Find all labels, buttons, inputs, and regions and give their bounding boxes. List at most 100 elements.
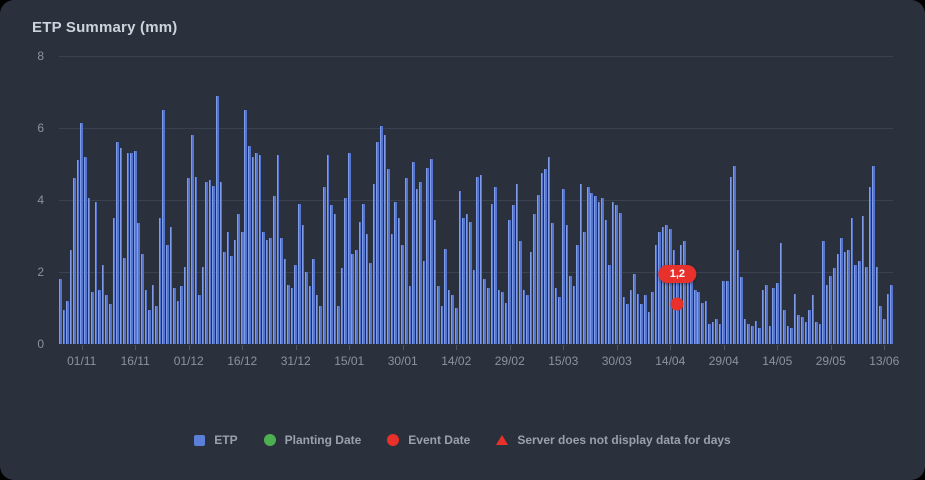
etp-bar[interactable]: [836, 254, 840, 344]
etp-bar[interactable]: [169, 227, 173, 344]
etp-bar[interactable]: [155, 306, 158, 344]
etp-bar[interactable]: [223, 252, 226, 344]
etp-bar[interactable]: [276, 155, 280, 344]
etp-bar[interactable]: [501, 291, 504, 344]
etp-bar[interactable]: [668, 228, 672, 344]
etp-bar[interactable]: [854, 264, 858, 344]
etp-bar[interactable]: [158, 218, 162, 344]
etp-bar[interactable]: [462, 218, 465, 344]
etp-bar[interactable]: [840, 237, 843, 344]
etp-bar[interactable]: [825, 284, 829, 344]
etp-bar[interactable]: [358, 221, 362, 344]
etp-bar[interactable]: [654, 245, 658, 344]
etp-bar[interactable]: [872, 165, 875, 344]
etp-bar[interactable]: [426, 167, 429, 344]
etp-bar[interactable]: [415, 189, 419, 344]
etp-bar[interactable]: [747, 324, 751, 344]
etp-bar[interactable]: [251, 156, 255, 344]
etp-bar[interactable]: [326, 155, 330, 344]
etp-bar[interactable]: [429, 158, 433, 344]
etp-bar[interactable]: [576, 245, 579, 344]
etp-bar[interactable]: [779, 243, 783, 344]
etp-bar[interactable]: [301, 225, 305, 344]
etp-bar[interactable]: [594, 196, 597, 344]
etp-bar[interactable]: [750, 326, 754, 344]
etp-bar[interactable]: [340, 268, 344, 344]
etp-bar[interactable]: [205, 182, 208, 344]
etp-bar[interactable]: [148, 309, 151, 344]
etp-bar[interactable]: [729, 176, 733, 344]
etp-bar[interactable]: [483, 279, 487, 344]
etp-bar[interactable]: [397, 218, 401, 344]
etp-bar[interactable]: [765, 284, 768, 344]
etp-bar[interactable]: [490, 203, 494, 344]
etp-bar[interactable]: [718, 324, 722, 344]
etp-bar[interactable]: [882, 318, 886, 344]
etp-bar[interactable]: [768, 326, 772, 344]
etp-bar[interactable]: [529, 252, 533, 344]
etp-bar[interactable]: [619, 212, 622, 344]
etp-bar[interactable]: [811, 295, 815, 344]
etp-bar[interactable]: [422, 261, 426, 344]
etp-bar[interactable]: [661, 227, 665, 344]
etp-bar[interactable]: [640, 304, 643, 344]
etp-bar[interactable]: [633, 273, 636, 344]
etp-bar[interactable]: [597, 201, 601, 344]
etp-bar[interactable]: [686, 272, 690, 344]
legend-item-event-date[interactable]: Event Date: [387, 433, 470, 447]
etp-bar[interactable]: [515, 183, 519, 344]
etp-bar[interactable]: [804, 322, 808, 344]
etp-bar[interactable]: [479, 174, 483, 344]
etp-bar[interactable]: [733, 165, 736, 344]
etp-bar[interactable]: [451, 295, 454, 344]
etp-bar[interactable]: [793, 293, 797, 344]
etp-bar[interactable]: [690, 275, 693, 344]
etp-bar[interactable]: [265, 239, 269, 344]
etp-bar[interactable]: [198, 295, 201, 344]
etp-bar[interactable]: [362, 203, 365, 344]
etp-bar[interactable]: [547, 156, 551, 344]
etp-bar[interactable]: [797, 315, 800, 344]
etp-bar[interactable]: [658, 232, 661, 344]
etp-bar[interactable]: [176, 300, 180, 344]
etp-bar[interactable]: [112, 218, 116, 344]
etp-bar[interactable]: [319, 306, 322, 344]
etp-bar[interactable]: [233, 239, 237, 344]
etp-bar[interactable]: [351, 254, 355, 344]
etp-bar[interactable]: [629, 290, 633, 344]
etp-bar[interactable]: [215, 95, 219, 344]
etp-bar[interactable]: [847, 250, 850, 344]
etp-bar[interactable]: [433, 219, 437, 344]
etp-bar[interactable]: [626, 304, 629, 344]
etp-bar[interactable]: [504, 302, 508, 344]
etp-bar[interactable]: [101, 264, 105, 344]
etp-bar[interactable]: [440, 306, 444, 344]
etp-bar[interactable]: [858, 261, 861, 344]
etp-bar[interactable]: [808, 309, 811, 344]
etp-bar[interactable]: [419, 182, 422, 344]
etp-bar[interactable]: [273, 196, 276, 344]
etp-bar[interactable]: [76, 160, 80, 344]
etp-bar[interactable]: [651, 291, 654, 344]
etp-bar[interactable]: [294, 264, 298, 344]
legend-item-no-data-days[interactable]: Server does not display data for days: [496, 433, 731, 447]
etp-bar[interactable]: [230, 255, 233, 344]
etp-bar[interactable]: [83, 156, 87, 344]
etp-bar[interactable]: [586, 187, 590, 344]
etp-bar[interactable]: [408, 286, 412, 344]
etp-bar[interactable]: [355, 250, 358, 344]
etp-bar[interactable]: [333, 214, 337, 344]
etp-bar[interactable]: [736, 250, 740, 344]
etp-bar[interactable]: [783, 309, 786, 344]
etp-bar[interactable]: [558, 297, 561, 344]
etp-bar[interactable]: [212, 185, 215, 344]
legend-item-etp[interactable]: ETP: [194, 433, 238, 447]
etp-bar[interactable]: [458, 191, 462, 344]
etp-bar[interactable]: [879, 306, 882, 344]
etp-bar[interactable]: [401, 245, 405, 344]
etp-bar[interactable]: [601, 198, 604, 344]
etp-bar[interactable]: [683, 241, 686, 344]
etp-bar[interactable]: [604, 219, 608, 344]
etp-bar[interactable]: [886, 293, 890, 344]
etp-bar[interactable]: [290, 288, 294, 344]
